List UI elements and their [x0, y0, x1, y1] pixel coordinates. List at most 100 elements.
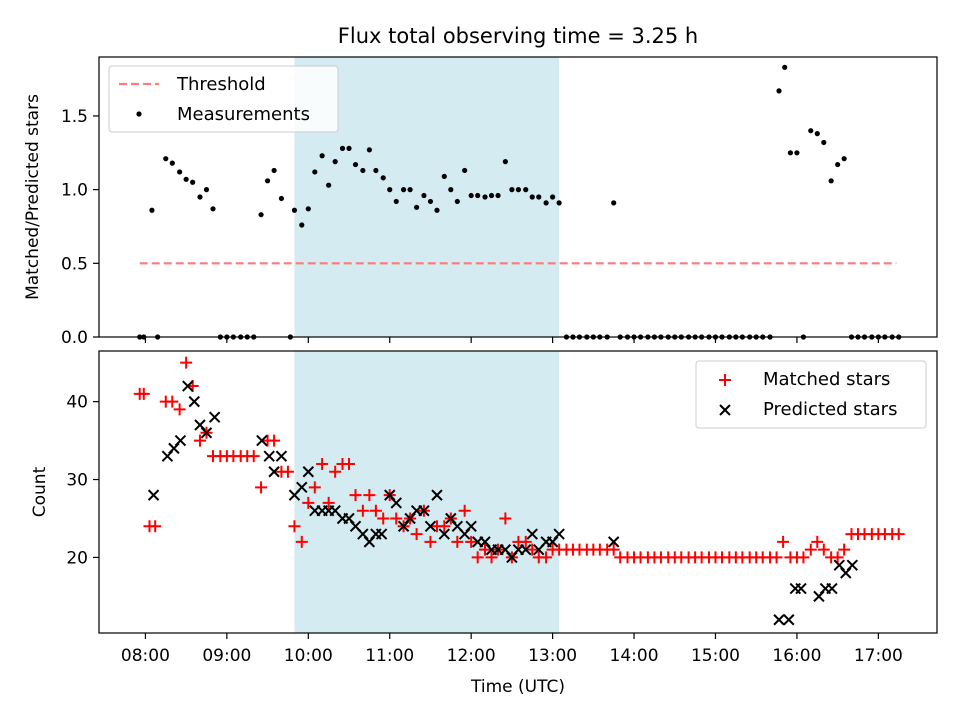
measurement-point — [468, 192, 474, 199]
matched-star-point — [149, 520, 162, 533]
matched-star-point — [137, 387, 150, 400]
matched-star-point — [471, 551, 484, 564]
predicted-star-point — [263, 450, 275, 462]
measurement-point — [611, 200, 617, 206]
predicted-star-point — [607, 536, 620, 548]
measurement-point — [291, 207, 298, 213]
measurement-point — [210, 206, 216, 212]
measurement-point — [488, 192, 495, 199]
x-tick-label: 16:00 — [772, 646, 821, 666]
measurement-point — [835, 161, 841, 168]
measurement-point — [312, 169, 318, 175]
matched-star-point — [302, 496, 315, 509]
matched-star-point — [540, 551, 553, 564]
measurement-point — [183, 176, 189, 182]
matched-star-point — [329, 465, 342, 478]
predicted-star-point — [826, 582, 838, 595]
matched-star-point — [247, 450, 260, 463]
legend-predicted-label: Predicted stars — [763, 399, 897, 420]
bottom-x-axis-label: Time (UTC) — [470, 677, 565, 697]
predicted-star-point — [526, 528, 538, 540]
measurement-point — [434, 207, 440, 213]
bottom-x-axis: 08:00 09:00 10:00 11:00 12:00 13:00 14:00 15:00… — [121, 633, 903, 666]
top-y-tick-label: 0.5 — [61, 254, 88, 274]
x-tick-label: 13:00 — [528, 646, 577, 666]
matched-star-point — [281, 465, 294, 478]
matched-star-point — [390, 512, 403, 525]
measurement-point — [776, 88, 782, 94]
measurement-point — [299, 222, 305, 228]
measurement-point — [258, 212, 264, 218]
measurement-point — [502, 159, 508, 165]
bottom-panel: 20 30 40 08:00 09:00 10:00 11:00 12:00 13:00 14:… — [30, 350, 938, 697]
bottom-y-axis: 20 30 40 — [66, 393, 99, 568]
measurement-point — [319, 153, 325, 159]
matched-star-point — [343, 457, 356, 470]
matched-star-point — [451, 535, 464, 548]
measurement-point — [373, 167, 379, 174]
measurement-point — [441, 173, 447, 179]
matched-star-point — [363, 489, 376, 502]
measurement-point — [475, 192, 481, 199]
matched-star-point — [308, 481, 321, 494]
matched-star-point — [465, 535, 478, 548]
measurement-point — [482, 194, 488, 200]
predicted-star-point — [302, 466, 315, 478]
matched-star-point — [831, 551, 844, 564]
measurement-point — [332, 159, 338, 165]
matched-star-point — [180, 356, 193, 369]
bottom-y-axis-label: Count — [30, 466, 50, 517]
matched-star-point — [797, 551, 810, 564]
measurement-point — [264, 178, 271, 184]
predicted-star-point — [846, 559, 859, 571]
measurement-point — [352, 161, 359, 168]
bottom-series-layer — [133, 356, 905, 626]
predicted-star-point — [174, 434, 187, 447]
predicted-star-point — [296, 481, 308, 494]
predicted-star-point — [275, 450, 288, 462]
top-y-tick-label: 1.0 — [61, 181, 88, 201]
measurement-point — [550, 194, 556, 200]
x-tick-label: 14:00 — [610, 646, 659, 666]
matched-star-point — [193, 434, 206, 447]
bottom-highlight-span — [294, 351, 560, 633]
top-chart-title: Flux total observing time = 3.25 h — [338, 24, 698, 48]
x-tick-label: 09:00 — [202, 646, 251, 666]
measurement-point — [536, 194, 542, 200]
legend-threshold-label: Threshold — [176, 74, 266, 95]
matched-star-point — [424, 535, 437, 548]
measurement-point — [149, 207, 155, 213]
measurement-point — [203, 187, 210, 193]
bottom-y-tick-label: 20 — [66, 548, 88, 568]
measurement-point — [326, 182, 332, 188]
measurement-point — [523, 187, 529, 193]
x-tick-label: 10:00 — [284, 646, 333, 666]
measurement-point — [543, 200, 549, 206]
matched-star-point — [166, 395, 179, 408]
top-y-tick-label: 1.5 — [61, 107, 88, 127]
bottom-plot-frame — [98, 350, 938, 634]
predicted-star-point — [375, 528, 388, 540]
predicted-star-point — [268, 466, 280, 478]
measurement-point — [400, 187, 407, 193]
x-tick-label: 17:00 — [854, 646, 903, 666]
x-tick-label: 11:00 — [365, 646, 414, 666]
measurement-point — [828, 178, 834, 184]
matched-star-point — [499, 512, 512, 525]
matched-star-point — [607, 543, 620, 556]
measurement-point — [515, 187, 522, 193]
measurement-point — [271, 167, 277, 174]
predicted-star-point — [795, 582, 807, 595]
top-y-tick-label: 0.0 — [61, 328, 88, 348]
legend-measurements-marker — [136, 111, 142, 117]
matched-star-point — [479, 543, 492, 556]
legend-matched-marker — [719, 374, 731, 386]
matched-star-point — [485, 551, 498, 564]
measurement-point — [414, 204, 420, 210]
measurement-point — [197, 194, 203, 200]
measurement-point — [808, 128, 814, 134]
matched-star-point — [377, 512, 390, 525]
predicted-star-point — [431, 489, 443, 501]
measurement-point — [427, 198, 434, 205]
measurement-point — [495, 192, 501, 199]
